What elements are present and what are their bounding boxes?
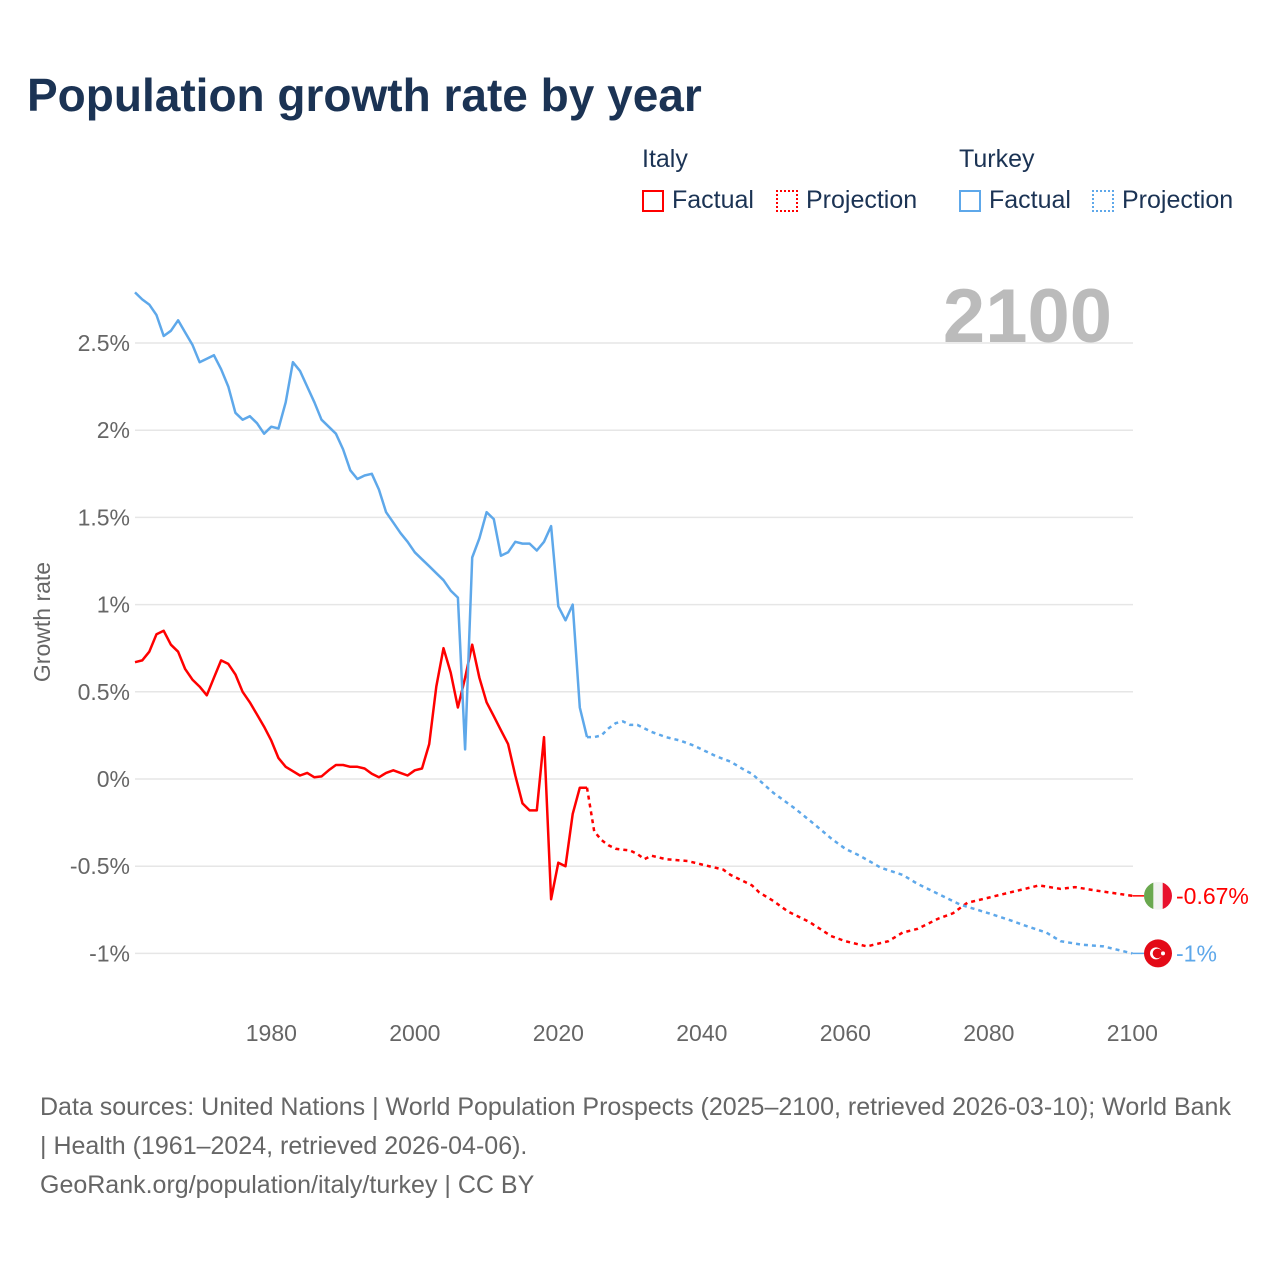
stripe-green bbox=[1144, 881, 1154, 910]
stripe-red bbox=[1162, 881, 1172, 910]
y-tick-label: 1% bbox=[97, 592, 130, 618]
y-tick-label: 2% bbox=[97, 417, 130, 443]
legend-label: Factual bbox=[989, 186, 1071, 214]
x-tick-label: 2080 bbox=[963, 1020, 1014, 1046]
x-tick-label: 2060 bbox=[820, 1020, 871, 1046]
legend-turkey-projection[interactable]: Projection bbox=[1092, 186, 1233, 215]
y-tick-label: 0% bbox=[97, 766, 130, 792]
y-tick-label: 0.5% bbox=[78, 679, 130, 705]
legend-swatch-solid bbox=[642, 189, 664, 212]
legend-italy-projection[interactable]: Projection bbox=[776, 186, 917, 215]
x-tick-label: 2040 bbox=[676, 1020, 727, 1046]
chart-title: Population growth rate by year bbox=[27, 69, 702, 121]
legend-swatch-solid bbox=[959, 189, 981, 212]
turkey-projection-line bbox=[587, 720, 1133, 955]
x-tick-label: 2000 bbox=[389, 1020, 440, 1046]
flag-stripes bbox=[1144, 881, 1172, 910]
legend-group-italy: Italy bbox=[642, 145, 688, 173]
italy-end-label: -0.67% bbox=[1176, 883, 1249, 909]
legend-label: Projection bbox=[806, 186, 918, 214]
turkey-end-label: -1% bbox=[1176, 940, 1217, 966]
source-link[interactable]: GeoRank.org/population/italy/turkey | CC… bbox=[40, 1171, 535, 1199]
turkey-factual-line bbox=[134, 291, 589, 751]
x-tick-label: 1980 bbox=[246, 1020, 297, 1046]
source-note: Data sources: United Nations | World Pop… bbox=[40, 1088, 1240, 1205]
legend-turkey-factual[interactable]: Factual bbox=[959, 186, 1071, 215]
legend-italy-factual[interactable]: Factual bbox=[642, 186, 754, 215]
legend-group-turkey: Turkey bbox=[959, 145, 1035, 173]
y-tick-label: 2.5% bbox=[78, 330, 130, 356]
stripe-white bbox=[1153, 881, 1163, 910]
x-tick-label: 2020 bbox=[533, 1020, 584, 1046]
x-tick-label: 2100 bbox=[1107, 1020, 1158, 1046]
y-tick-label: -1% bbox=[89, 940, 130, 966]
star bbox=[1161, 951, 1165, 956]
y-axis-label: Growth rate bbox=[29, 562, 55, 682]
italy-projection-line bbox=[585, 787, 1133, 948]
legend-swatch-dotted bbox=[776, 189, 798, 212]
legend-swatch-dotted bbox=[1092, 189, 1114, 212]
legend-label: Factual bbox=[672, 186, 754, 214]
legend-label: Projection bbox=[1122, 186, 1234, 214]
crescent-inner bbox=[1152, 948, 1163, 959]
italy-flag-icon bbox=[1144, 881, 1172, 910]
turkey-flag-icon bbox=[1144, 939, 1172, 968]
year-label: 2100 bbox=[943, 274, 1112, 359]
y-tick-label: 1.5% bbox=[78, 504, 130, 530]
italy-factual-line bbox=[134, 629, 587, 901]
source-text: Data sources: United Nations | World Pop… bbox=[40, 1093, 1231, 1160]
y-tick-label: -0.5% bbox=[70, 853, 130, 879]
